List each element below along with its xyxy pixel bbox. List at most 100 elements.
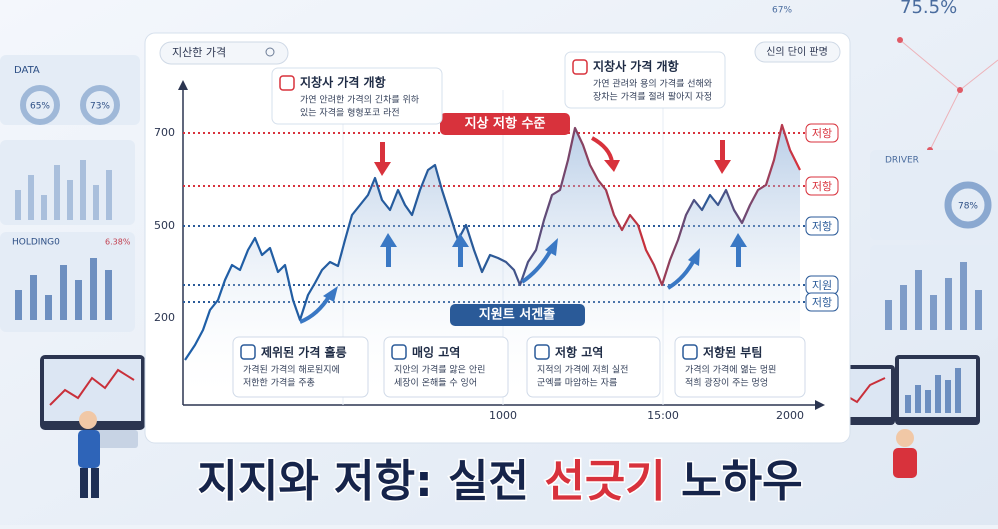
decoration <box>380 233 747 267</box>
card-text: 지적의 가격에 저희 실전 <box>537 364 628 376</box>
decoration <box>896 429 914 447</box>
decoration <box>0 55 140 125</box>
banner <box>450 304 585 326</box>
decoration <box>900 285 907 330</box>
x-label: 1000 <box>489 409 517 422</box>
decoration <box>975 290 982 330</box>
card-icon <box>534 344 550 360</box>
card-text: 세장이 온해들 수 잉어 <box>394 377 477 389</box>
card <box>674 336 806 398</box>
left-panels: DATA 65% 73% HOLDING0 6.38% <box>0 55 145 498</box>
card-text: 군엑를 마암하는 자름 <box>537 377 617 389</box>
decoration <box>604 160 620 172</box>
decoration <box>93 185 99 220</box>
card <box>526 336 661 398</box>
decoration: 6.38% <box>105 238 131 247</box>
callout-text: 장차는 가격를 절려 팔아지 자정 <box>593 91 712 103</box>
decoration <box>15 160 112 220</box>
y-label: 700 <box>154 126 175 139</box>
card-text: 가격된 가격의 해로된지에 <box>243 364 340 376</box>
decoration <box>452 233 469 247</box>
card-icon <box>391 344 407 360</box>
y-label: 200 <box>154 311 175 324</box>
card-title: 저항 고역 <box>555 345 603 360</box>
card <box>232 336 369 398</box>
decoration <box>49 368 135 406</box>
decoration <box>15 190 21 220</box>
decoration <box>15 290 22 320</box>
decoration <box>545 238 558 256</box>
decoration <box>54 165 60 220</box>
card-title: 제위된 가격 흘릉 <box>261 345 347 360</box>
decoration <box>899 39 961 91</box>
decoration <box>380 142 385 164</box>
decoration: DATA <box>14 65 40 76</box>
decoration <box>870 150 998 240</box>
decoration <box>80 160 86 220</box>
level-label: 저항 <box>812 127 832 140</box>
decoration <box>945 380 951 413</box>
search-icon[interactable] <box>265 47 275 57</box>
decoration <box>20 85 60 125</box>
card-text: 적희 광장이 주는 멍엉 <box>685 377 768 389</box>
callout-text: 가연 안려한 가격의 긴차를 위하 <box>300 94 420 106</box>
decoration <box>885 300 892 330</box>
banner <box>440 113 570 135</box>
badge <box>754 41 841 63</box>
level-pill <box>805 123 839 143</box>
decoration <box>380 233 397 247</box>
decoration <box>720 140 725 162</box>
decoration <box>28 175 34 220</box>
x-label: 15:00 <box>647 409 679 422</box>
decoration <box>79 411 97 429</box>
decoration <box>905 368 961 413</box>
callout-icon <box>279 75 295 91</box>
decoration: 67% <box>772 6 792 16</box>
decoration <box>91 468 99 498</box>
card-text: 지안의 가격를 앓은 안린 <box>394 364 485 376</box>
decoration <box>88 430 138 448</box>
decoration <box>30 275 37 320</box>
card-icon <box>240 344 256 360</box>
decoration: DRIVER <box>885 156 919 166</box>
decoration <box>60 265 67 320</box>
decoration: HOLDING0 <box>12 238 60 248</box>
decoration <box>80 85 120 125</box>
decoration <box>929 89 961 151</box>
decoration <box>374 162 391 176</box>
decoration <box>80 468 88 498</box>
decoration <box>458 245 463 267</box>
decoration: 75.5% <box>900 0 957 18</box>
level-label: 저항 <box>812 220 832 233</box>
decoration <box>959 59 998 91</box>
decoration <box>591 136 614 163</box>
level-pill <box>805 216 839 236</box>
callout <box>271 67 443 125</box>
decoration <box>41 195 47 220</box>
headline-part: 노하우 <box>666 456 803 507</box>
banner-text: 지상 저항 수준 <box>465 116 546 132</box>
headline: 지지와 저항: 실전 선긋기 노하우 <box>197 456 802 507</box>
axis-arrow <box>178 80 188 90</box>
search-box[interactable] <box>159 41 289 65</box>
decoration <box>323 238 700 302</box>
search-text[interactable]: 지산한 가격 <box>172 46 226 59</box>
callout <box>564 51 726 109</box>
card-title: 저항된 부팀 <box>703 345 762 360</box>
decoration <box>930 295 937 330</box>
decoration <box>955 368 961 413</box>
price-area <box>185 125 800 405</box>
decoration <box>957 87 963 93</box>
x-label: 2000 <box>776 409 804 422</box>
decoration <box>67 180 73 220</box>
card-title: 매잉 고역 <box>412 345 460 360</box>
decoration <box>730 233 747 247</box>
headline-part: 지지와 저항: 실전 <box>197 456 544 507</box>
decoration <box>925 390 931 413</box>
decoration <box>90 258 97 320</box>
card-text: 가격의 가격에 엶는 멍믠 <box>685 364 776 376</box>
decoration <box>915 385 921 413</box>
decoration <box>15 258 112 320</box>
